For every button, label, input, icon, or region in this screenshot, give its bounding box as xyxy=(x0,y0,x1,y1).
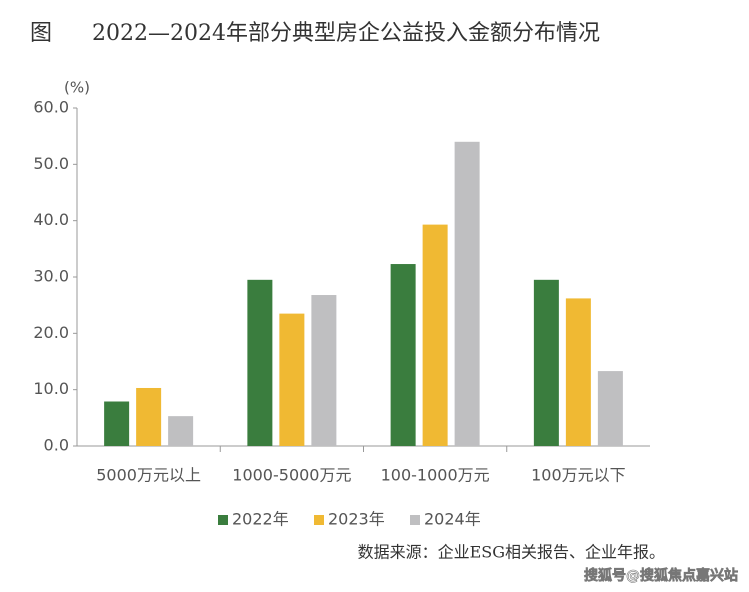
bar xyxy=(311,295,337,446)
legend-swatch xyxy=(410,515,420,525)
bar xyxy=(565,298,591,446)
legend-label: 2022年 xyxy=(232,510,289,529)
x-tick-label: 1000-5000万元 xyxy=(232,466,351,485)
legend-label: 2023年 xyxy=(328,510,385,529)
legend-swatch xyxy=(314,515,324,525)
legend-label: 2024年 xyxy=(424,510,481,529)
chart-title: 2022—2024年部分典型房企公益投入金额分布情况 xyxy=(92,21,600,46)
bar xyxy=(422,224,448,446)
legend-swatch xyxy=(218,515,228,525)
x-tick-label: 100-1000万元 xyxy=(381,466,490,485)
bar xyxy=(454,141,480,447)
y-tick-label: 0.0 xyxy=(44,436,69,455)
y-tick-label: 60.0 xyxy=(33,98,69,117)
y-tick-label: 40.0 xyxy=(33,210,69,229)
bar xyxy=(247,279,273,446)
y-tick-label: 10.0 xyxy=(33,379,69,398)
bar xyxy=(104,401,130,446)
bar xyxy=(533,279,559,446)
bar xyxy=(597,371,623,446)
x-tick-label: 5000万元以上 xyxy=(96,466,201,485)
bar xyxy=(136,387,162,446)
y-tick-label: 50.0 xyxy=(33,154,69,173)
source: 数据来源：企业ESG相关报告、企业年报。 xyxy=(358,543,665,562)
y-unit: (%) xyxy=(64,79,90,97)
bar xyxy=(168,416,194,446)
y-tick-label: 20.0 xyxy=(33,323,69,342)
figure-label: 图 xyxy=(30,21,52,46)
x-tick-label: 100万元以下 xyxy=(531,466,626,485)
y-tick-label: 30.0 xyxy=(33,267,69,286)
bar xyxy=(279,313,305,446)
bar xyxy=(390,264,416,446)
watermark: 搜狐号@搜狐焦点嘉兴站 xyxy=(584,567,738,584)
